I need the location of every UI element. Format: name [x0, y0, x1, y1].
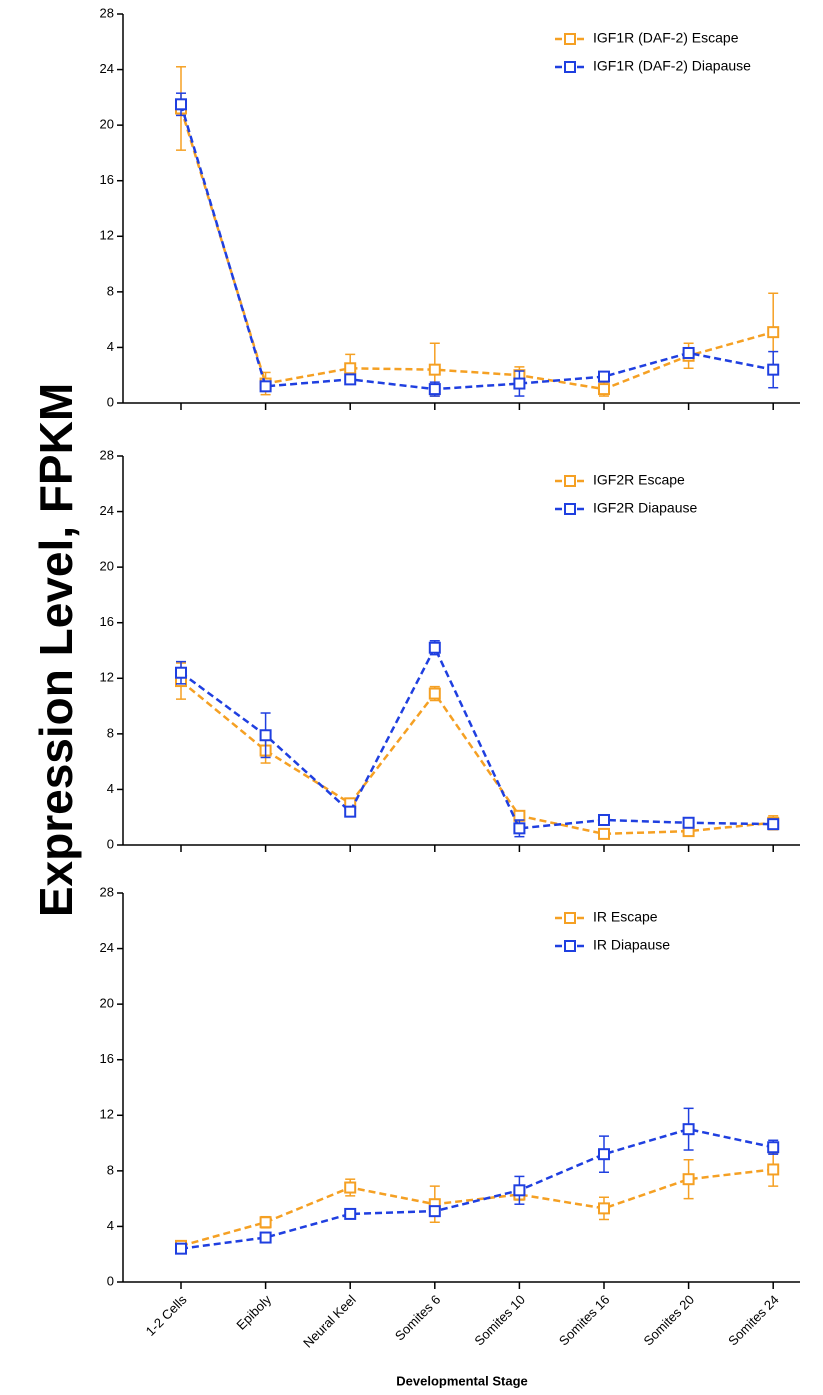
x-axis-title: Developmental Stage: [396, 1373, 528, 1388]
marker: [259, 729, 272, 742]
y-tick-label: 24: [100, 503, 114, 518]
y-tick-label: 20: [100, 117, 114, 132]
series-line: [180, 680, 774, 836]
legend-label: IR Escape: [593, 909, 658, 925]
marker: [344, 373, 357, 386]
x-tick-label: Neural Keel: [300, 1292, 359, 1351]
marker: [513, 822, 526, 835]
y-tick-label: 12: [100, 228, 114, 243]
y-tick-label: 0: [107, 1273, 114, 1288]
marker: [767, 326, 780, 339]
series-line: [179, 108, 774, 391]
marker: [767, 1163, 780, 1176]
marker: [598, 813, 610, 826]
marker: [259, 380, 272, 393]
y-tick-label: 8: [107, 1162, 114, 1177]
marker: [598, 827, 610, 840]
marker: [428, 641, 441, 654]
series-line: [179, 103, 774, 391]
marker: [428, 383, 441, 396]
x-tick-label: Somites 24: [725, 1292, 782, 1349]
series-line: [180, 1168, 774, 1248]
marker: [175, 666, 187, 679]
y-tick-label: 28: [100, 884, 114, 899]
y-tick-label: 8: [107, 283, 114, 298]
marker: [682, 816, 695, 829]
marker: [175, 1242, 187, 1255]
y-tick-label: 20: [100, 559, 114, 574]
y-tick-label: 12: [100, 670, 114, 685]
marker: [344, 805, 357, 818]
marker: [513, 377, 526, 390]
legend-label: IGF2R Diapause: [593, 500, 697, 516]
legend-marker: [564, 475, 576, 487]
marker: [598, 383, 610, 396]
y-tick-label: 4: [107, 339, 114, 354]
marker: [767, 363, 780, 376]
y-tick-label: 24: [100, 61, 114, 76]
marker: [682, 346, 695, 359]
y-tick-label: 4: [107, 1218, 114, 1233]
y-tick-label: 0: [107, 394, 114, 409]
legend-marker: [564, 912, 576, 924]
marker: [259, 1216, 272, 1229]
marker: [428, 1205, 441, 1218]
marker: [259, 1231, 272, 1244]
legend-label: IGF1R (DAF-2) Escape: [593, 30, 739, 46]
y-tick-label: 16: [100, 614, 114, 629]
x-tick-label: Somites 10: [471, 1292, 528, 1349]
marker: [513, 1184, 526, 1197]
x-tick-label: Somites 16: [556, 1292, 613, 1349]
series-line: [180, 644, 774, 830]
marker: [598, 1148, 610, 1161]
legend-label: IGF1R (DAF-2) Diapause: [593, 58, 751, 74]
series-line: [180, 1127, 774, 1250]
x-tick-label: Somites 6: [392, 1292, 443, 1343]
x-tick-label: Somites 20: [641, 1292, 698, 1349]
y-tick-label: 4: [107, 781, 114, 796]
legend-marker: [564, 940, 576, 952]
y-tick-label: 8: [107, 725, 114, 740]
legend-label: IGF2R Escape: [593, 472, 685, 488]
marker: [682, 1173, 695, 1186]
y-tick-label: 12: [100, 1107, 114, 1122]
legend-marker: [564, 503, 576, 515]
marker: [767, 818, 780, 831]
y-tick-label: 24: [100, 940, 114, 955]
marker: [344, 1181, 357, 1194]
marker: [175, 98, 187, 111]
y-tick-label: 28: [100, 447, 114, 462]
marker: [598, 1202, 610, 1215]
marker: [598, 370, 610, 383]
y-tick-label: 28: [100, 5, 114, 20]
y-axis-title: Expression Level, FPKM: [30, 383, 82, 917]
legend-label: IR Diapause: [593, 937, 670, 953]
y-tick-label: 20: [100, 996, 114, 1011]
marker: [428, 687, 441, 700]
y-tick-label: 16: [100, 1051, 114, 1066]
x-tick-label: 1-2 Cells: [143, 1292, 190, 1339]
marker: [344, 1207, 357, 1220]
marker: [344, 362, 357, 375]
legend-marker: [564, 61, 576, 73]
y-tick-label: 16: [100, 172, 114, 187]
y-tick-label: 0: [107, 836, 114, 851]
marker: [428, 363, 441, 376]
marker: [682, 1123, 695, 1136]
legend-marker: [564, 33, 576, 45]
marker: [767, 1141, 780, 1154]
x-tick-label: Epiboly: [233, 1292, 274, 1333]
